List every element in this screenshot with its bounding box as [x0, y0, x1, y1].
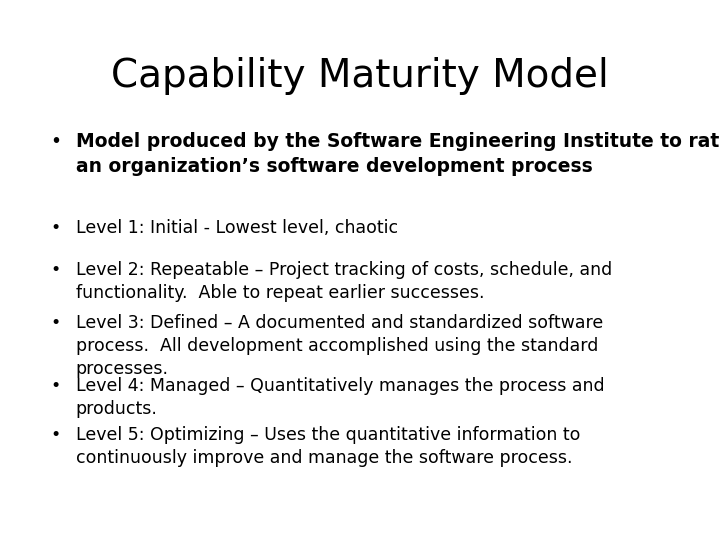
Text: •: • — [50, 377, 60, 395]
Text: •: • — [50, 261, 60, 279]
Text: Level 4: Managed – Quantitatively manages the process and
products.: Level 4: Managed – Quantitatively manage… — [76, 377, 604, 418]
Text: Level 2: Repeatable – Project tracking of costs, schedule, and
functionality.  A: Level 2: Repeatable – Project tracking o… — [76, 261, 612, 302]
Text: Model produced by the Software Engineering Institute to rate
an organization’s s: Model produced by the Software Engineeri… — [76, 132, 720, 176]
Text: Level 3: Defined – A documented and standardized software
process.  All developm: Level 3: Defined – A documented and stan… — [76, 314, 603, 377]
Text: Capability Maturity Model: Capability Maturity Model — [111, 57, 609, 94]
Text: •: • — [50, 219, 60, 237]
Text: •: • — [50, 132, 61, 151]
Text: Level 1: Initial - Lowest level, chaotic: Level 1: Initial - Lowest level, chaotic — [76, 219, 397, 237]
Text: •: • — [50, 426, 60, 444]
Text: •: • — [50, 314, 60, 332]
Text: Level 5: Optimizing – Uses the quantitative information to
continuously improve : Level 5: Optimizing – Uses the quantitat… — [76, 426, 580, 467]
